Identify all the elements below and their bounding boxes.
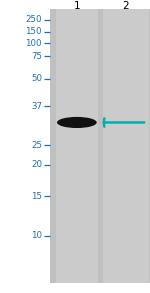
Text: 20: 20 (31, 161, 42, 169)
Text: 75: 75 (31, 52, 42, 61)
Text: 2: 2 (122, 1, 129, 11)
Text: 250: 250 (26, 16, 42, 24)
Bar (50, 9, 150, 283)
Text: 50: 50 (31, 74, 42, 83)
Text: 37: 37 (31, 102, 42, 110)
Bar (56, 9, 98, 283)
Text: 25: 25 (31, 141, 42, 149)
Ellipse shape (57, 117, 97, 128)
Text: 10: 10 (31, 231, 42, 240)
Text: 1: 1 (74, 1, 81, 11)
Bar (103, 9, 149, 283)
Text: 15: 15 (31, 192, 42, 201)
Text: 150: 150 (26, 27, 42, 36)
Text: 100: 100 (26, 39, 42, 48)
